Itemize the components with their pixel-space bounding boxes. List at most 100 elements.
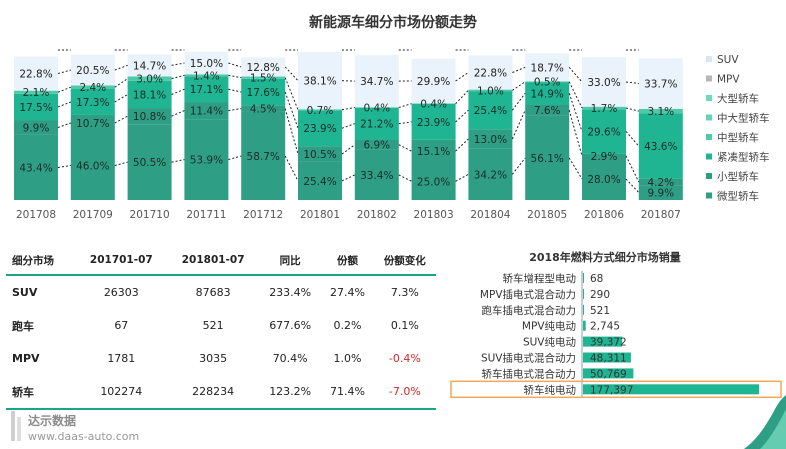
bar-segment	[354, 107, 399, 108]
connector-line	[114, 78, 128, 88]
data-label: 14.7%	[133, 60, 166, 72]
connector-line	[455, 90, 469, 105]
legend-swatch	[706, 95, 712, 101]
bar-segment	[298, 109, 342, 111]
data-label: 23.9%	[303, 123, 336, 135]
data-label: 17.1%	[190, 84, 223, 96]
connector-line	[398, 174, 412, 182]
connector-line	[57, 86, 71, 93]
data-label: 25.0%	[417, 176, 450, 188]
data-label: 21.2%	[360, 119, 393, 131]
category-label: SUV纯电动	[523, 336, 576, 349]
data-label: 38.1%	[303, 76, 336, 88]
connector-line	[512, 66, 526, 73]
connector-line	[341, 144, 356, 155]
bar-segment	[14, 56, 58, 91]
bar-segment	[525, 81, 570, 83]
bar-segment	[70, 131, 115, 200]
data-label: 13.0%	[474, 134, 507, 146]
table-header-cell: 份额	[321, 246, 374, 276]
sales-bar	[583, 304, 584, 315]
bar-segment	[525, 82, 570, 105]
bar-segment	[241, 57, 286, 77]
sales-bar	[583, 368, 634, 379]
connector-line	[625, 107, 639, 112]
connector-line	[228, 108, 242, 112]
data-label: 1.5%	[250, 73, 277, 85]
bar-segment	[184, 74, 229, 77]
legend-label: MPV	[717, 74, 740, 86]
data-label: 9.9%	[23, 122, 50, 134]
data-label: 12.8%	[247, 62, 280, 74]
connector-line	[228, 62, 242, 68]
data-label: 0.4%	[363, 102, 390, 114]
bar-segment	[70, 89, 115, 115]
connector-line	[284, 77, 299, 110]
data-label: 4.2%	[647, 177, 674, 189]
logo-mark-icon	[11, 411, 21, 441]
connector-line	[171, 88, 185, 95]
table-cell: 233.4%	[269, 286, 312, 299]
x-tick-label: 201712	[243, 209, 283, 221]
data-label: 3.0%	[136, 74, 163, 86]
data-label: 7.6%	[534, 105, 561, 117]
table-cell: SUV	[12, 286, 38, 299]
connector-line	[114, 115, 128, 124]
value-label: 290	[590, 289, 610, 301]
connector-line	[284, 66, 299, 82]
table-cell: 87683	[195, 286, 231, 299]
data-label: 34.2%	[474, 169, 507, 181]
connector-line	[228, 74, 242, 79]
data-label: 18.1%	[133, 89, 166, 101]
connector-line	[511, 109, 526, 140]
legend-label: SUV	[717, 54, 739, 66]
bar-segment	[298, 110, 342, 147]
data-label: 29.9%	[417, 76, 450, 88]
sales-bar	[583, 320, 586, 331]
bar-segment	[525, 53, 570, 82]
data-label: 2.9%	[591, 151, 618, 163]
connector-line	[455, 72, 469, 82]
x-tick-label: 201801	[300, 209, 340, 221]
data-label: 53.9%	[190, 155, 223, 167]
x-tick-label: 201807	[641, 209, 681, 221]
bar-segment	[127, 76, 172, 81]
data-label: 0.7%	[307, 105, 334, 117]
bar-segment	[582, 158, 626, 200]
bar-segment	[70, 114, 115, 131]
data-label: 43.4%	[19, 162, 52, 174]
sales-bar	[583, 384, 759, 395]
x-tick-label: 201710	[130, 209, 170, 221]
bar-segment	[411, 58, 456, 104]
connector-line	[568, 110, 583, 156]
connector-line	[284, 91, 299, 129]
connector-line	[284, 108, 299, 155]
bar-segment	[582, 57, 626, 107]
bar-segment	[127, 54, 172, 77]
table-cell: 0.2%	[333, 319, 362, 332]
legend-swatch	[706, 56, 712, 62]
connector-line	[171, 110, 185, 117]
data-label: 25.4%	[474, 105, 507, 117]
table-cell: 1781	[107, 352, 136, 365]
connector-line	[625, 178, 640, 193]
table-header-cell: 同比	[259, 246, 322, 276]
category-label: MPV纯电动	[522, 320, 576, 333]
legend-label: 中大型轿车	[717, 112, 770, 125]
bar-segment	[468, 91, 513, 130]
connector-line	[341, 174, 356, 182]
connector-line	[171, 74, 185, 80]
value-label: 177,397	[590, 384, 633, 396]
category-label: 轿车增程型电动	[503, 272, 577, 285]
connector-line	[171, 62, 185, 66]
data-label: 56.1%	[531, 153, 564, 165]
data-label: 20.5%	[76, 65, 109, 77]
data-label: 6.9%	[363, 140, 390, 152]
data-label: 17.3%	[76, 97, 109, 109]
connector-line	[512, 157, 526, 175]
share-table: 细分市场 201701-07 201801-07 同比 份额 份额变化 SUV 26303 8…	[6, 246, 436, 410]
connector-line	[228, 88, 242, 93]
bar-segment	[14, 120, 58, 135]
connector-line	[568, 66, 583, 83]
bar-segment	[184, 119, 229, 200]
